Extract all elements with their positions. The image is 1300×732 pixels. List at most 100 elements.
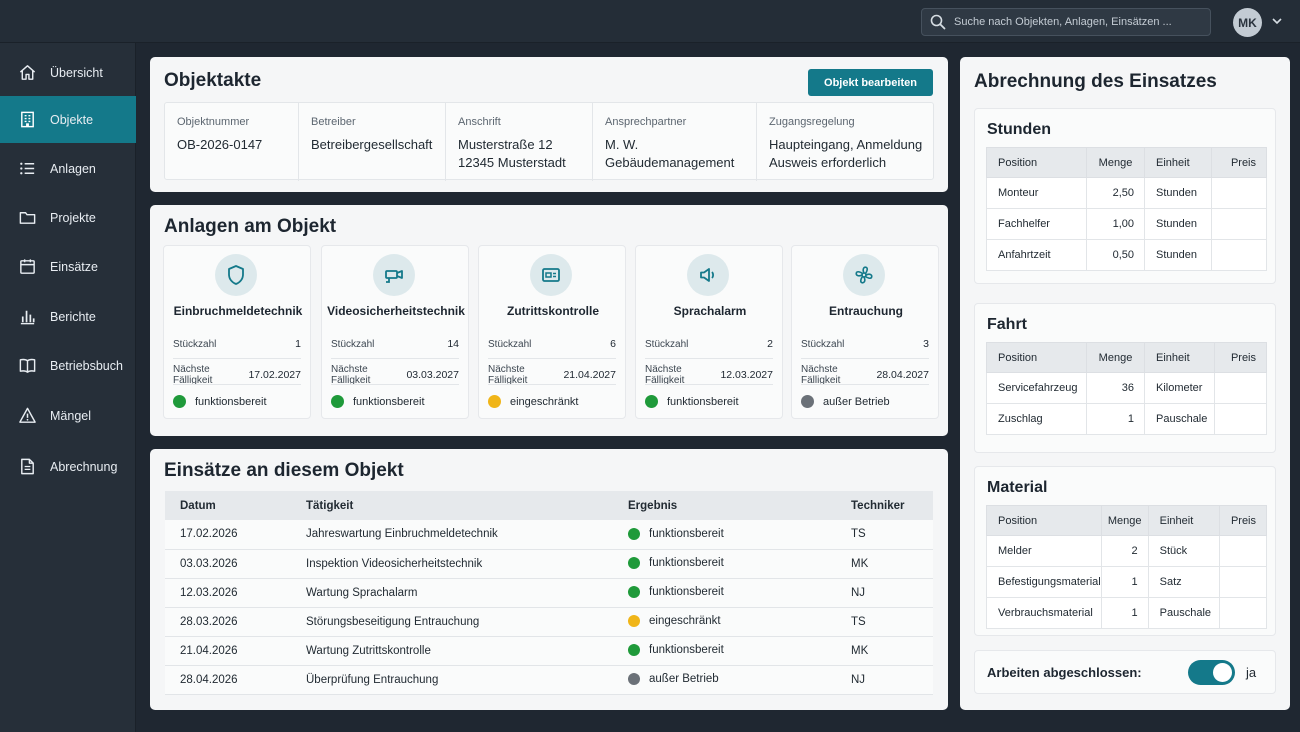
divider: [645, 358, 773, 359]
cell-techniker: TS: [836, 607, 933, 637]
table-row[interactable]: 17.02.2026 Jahreswartung Einbruchmeldete…: [165, 520, 933, 550]
cell-ergebnis: funktionsbereit: [613, 549, 836, 579]
sidebar-item-berichte[interactable]: Berichte: [0, 293, 136, 340]
cell-datum: 28.04.2026: [165, 665, 291, 695]
column-header-position: Position: [986, 342, 1087, 373]
cell-menge[interactable]: 1: [1086, 403, 1145, 435]
column-header-preis: Preis: [1218, 505, 1268, 536]
cell-preis[interactable]: [1211, 239, 1267, 271]
stunden-title: Stunden: [987, 121, 1051, 138]
ergebnis-text: funktionsbereit: [649, 557, 724, 570]
table-row[interactable]: 28.04.2026 Überprüfung Entrauchung außer…: [165, 665, 933, 695]
cell-preis[interactable]: [1211, 177, 1267, 209]
cell-position: Monteur: [986, 177, 1087, 209]
sidebar-item-uebersicht[interactable]: Übersicht: [0, 49, 136, 96]
chevron-down-icon[interactable]: [1270, 14, 1284, 28]
status-dot: [628, 586, 640, 599]
info-value: Musterstraße 12 12345 Musterstadt: [458, 137, 566, 170]
column-header-techniker[interactable]: Techniker: [836, 491, 933, 520]
anlage-name: Einbruchmeldetechnik: [173, 304, 303, 318]
ergebnis-text: eingeschränkt: [649, 615, 721, 628]
count-label: Stückzahl: [801, 338, 845, 350]
search-input[interactable]: [954, 16, 1210, 28]
info-field-ansprechpartner: Ansprechpartner M. W. Gebäudemanagement: [592, 103, 756, 181]
info-value: OB-2026-0147: [177, 137, 263, 152]
table-row[interactable]: 21.04.2026 Wartung Zutrittskontrolle fun…: [165, 636, 933, 666]
table-row[interactable]: Anfahrtzeit 0,50 Stunden: [986, 239, 1267, 271]
table-row[interactable]: 28.03.2026 Störungsbeseitigung Entrauchu…: [165, 607, 933, 637]
cell-ergebnis: funktionsbereit: [613, 636, 836, 666]
anlage-icon-badge: [530, 254, 572, 296]
table-row[interactable]: Verbrauchsmaterial 1 Pauschale: [986, 597, 1268, 629]
einsaetze-title: Einsätze an diesem Objekt: [164, 460, 404, 481]
speaker-icon: [700, 268, 715, 282]
sidebar-item-anlagen[interactable]: Anlagen: [0, 145, 136, 192]
table-row[interactable]: 03.03.2026 Inspektion Videosicherheitste…: [165, 549, 933, 579]
object-info-box: Objektnummer OB-2026-0147 Betreiber Betr…: [164, 102, 934, 181]
sidebar-item-projekte[interactable]: Projekte: [0, 194, 136, 241]
anlage-card-videosicherheitstechnik[interactable]: Videosicherheitstechnik Stückzahl 14 Näch…: [321, 245, 469, 419]
status-dot: [331, 395, 344, 408]
cell-datum: 03.03.2026: [165, 549, 291, 579]
table-row[interactable]: Melder 2 Stück: [986, 535, 1268, 567]
sidebar-item-abrechnung[interactable]: Abrechnung: [0, 443, 136, 490]
cell-menge[interactable]: 2: [1100, 535, 1149, 567]
work-completed-toggle[interactable]: [1188, 660, 1235, 685]
cell-preis[interactable]: [1218, 597, 1268, 629]
divider: [645, 384, 773, 385]
user-avatar[interactable]: MK: [1233, 8, 1262, 37]
list-icon: [20, 162, 35, 175]
table-row[interactable]: Fachhelfer 1,00 Stunden: [986, 208, 1267, 240]
due-value: 03.03.2027: [406, 369, 459, 381]
table-row[interactable]: Monteur 2,50 Stunden: [986, 177, 1267, 209]
edit-object-button[interactable]: Objekt bearbeiten: [808, 69, 933, 96]
sidebar-item-label: Betriebsbuch: [50, 358, 123, 373]
cell-position: Befestigungsmaterial: [986, 566, 1102, 598]
column-header-taetigkeit[interactable]: Tätigkeit: [291, 491, 613, 520]
info-label: Ansprechpartner: [605, 116, 687, 128]
anlage-card-entrauchung[interactable]: Entrauchung Stückzahl 3 Nächste Fälligkei…: [791, 245, 939, 419]
calendar-icon: [20, 259, 35, 274]
info-field-betreiber: Betreiber Betreibergesellschaft: [298, 103, 445, 181]
cell-einheit: Stunden: [1144, 239, 1212, 271]
due-label: Nächste Fälligkeit: [488, 364, 528, 386]
cell-preis[interactable]: [1218, 535, 1268, 567]
cell-preis[interactable]: [1218, 566, 1268, 598]
sidebar-item-objekte[interactable]: Objekte: [0, 96, 136, 143]
count-label: Stückzahl: [173, 338, 217, 350]
info-value: M. W. Gebäudemanagement: [605, 137, 735, 170]
cell-menge[interactable]: 2,50: [1086, 177, 1145, 209]
column-header-datum[interactable]: Datum: [165, 491, 291, 520]
cell-taetigkeit: Wartung Sprachalarm: [291, 578, 613, 608]
cell-preis[interactable]: [1211, 208, 1267, 240]
table-row[interactable]: Zuschlag 1 Pauschale: [986, 403, 1267, 435]
cell-menge[interactable]: 1: [1100, 566, 1149, 598]
sidebar-item-label: Projekte: [50, 210, 96, 225]
column-header-position: Position: [986, 147, 1087, 178]
due-label: Nächste Fälligkeit: [645, 364, 685, 386]
status-dot: [628, 644, 640, 657]
due-label: Nächste Fälligkeit: [331, 364, 371, 386]
cell-menge[interactable]: 1,00: [1086, 208, 1145, 240]
column-header-ergebnis[interactable]: Ergebnis: [613, 491, 836, 520]
anlage-card-sprachalarm[interactable]: Sprachalarm Stückzahl 2 Nächste Fälligkei…: [635, 245, 783, 419]
anlage-card-zutrittskontrolle[interactable]: Zutrittskontrolle Stückzahl 6 Nächste Fäl…: [478, 245, 626, 419]
anlage-card-einbruchmeldetechnik[interactable]: Einbruchmeldetechnik Stückzahl 1 Nächste …: [163, 245, 311, 419]
cell-menge[interactable]: 1: [1100, 597, 1149, 629]
sidebar-item-maengel[interactable]: Mängel: [0, 392, 136, 439]
fahrt-table: Position Menge Einheit Preis Servicefahr…: [986, 342, 1267, 435]
cell-menge[interactable]: 36: [1086, 372, 1145, 404]
sidebar-item-einsaetze[interactable]: Einsätze: [0, 243, 136, 290]
cell-preis[interactable]: [1214, 403, 1267, 435]
divider: [331, 384, 459, 385]
anlage-due-row: Nächste Fälligkeit 21.04.2027: [488, 364, 616, 386]
table-row[interactable]: 12.03.2026 Wartung Sprachalarm funktions…: [165, 578, 933, 608]
count-label: Stückzahl: [645, 338, 689, 350]
table-row[interactable]: Servicefahrzeug 36 Kilometer: [986, 372, 1267, 404]
search-box[interactable]: [921, 8, 1211, 36]
sidebar-item-betriebsbuch[interactable]: Betriebsbuch: [0, 342, 136, 389]
table-row[interactable]: Befestigungsmaterial 1 Satz: [986, 566, 1268, 598]
cell-preis[interactable]: [1214, 372, 1267, 404]
cell-menge[interactable]: 0,50: [1086, 239, 1145, 271]
cell-einheit: Stunden: [1144, 177, 1212, 209]
